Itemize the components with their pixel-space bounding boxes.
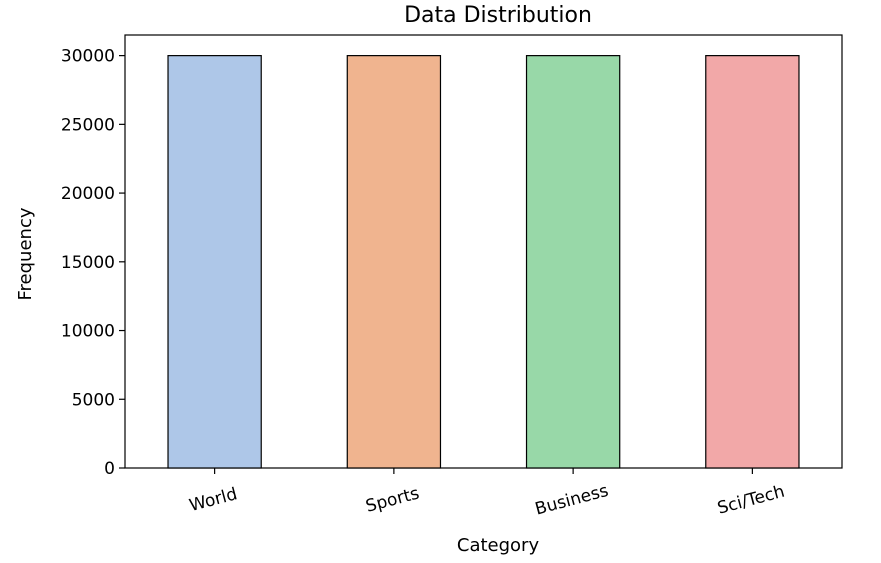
- x-axis-ticks: World Sports Business Sci/Tech: [187, 468, 787, 520]
- x-tick-label: Sci/Tech: [715, 482, 787, 519]
- x-axis-label: Category: [457, 535, 540, 556]
- y-axis-ticks: 0 5000 10000 15000 20000 25000 30000: [61, 47, 125, 479]
- x-tick-label: Sports: [364, 483, 422, 516]
- plot-area: 0 5000 10000 15000 20000 25000 30000 World Spor…: [61, 34, 843, 520]
- x-tick-label: World: [187, 484, 239, 516]
- y-tick-label: 0: [104, 459, 115, 479]
- y-tick-label: 15000: [61, 253, 115, 273]
- bar-sci-tech: [705, 55, 800, 469]
- y-tick-label: 5000: [72, 390, 115, 410]
- chart-title: Data Distribution: [404, 3, 592, 28]
- y-tick-label: 30000: [61, 47, 115, 67]
- y-tick-label: 20000: [61, 184, 115, 204]
- y-tick-label: 10000: [61, 322, 115, 342]
- bar-world: [167, 55, 262, 469]
- bar-sports: [346, 55, 442, 469]
- y-axis-label: Frequency: [15, 207, 36, 300]
- x-tick-label: Business: [533, 481, 611, 520]
- bar-business: [525, 55, 621, 469]
- plot-frame: [124, 34, 843, 469]
- y-tick-label: 25000: [61, 115, 115, 135]
- bars-group: [167, 55, 800, 469]
